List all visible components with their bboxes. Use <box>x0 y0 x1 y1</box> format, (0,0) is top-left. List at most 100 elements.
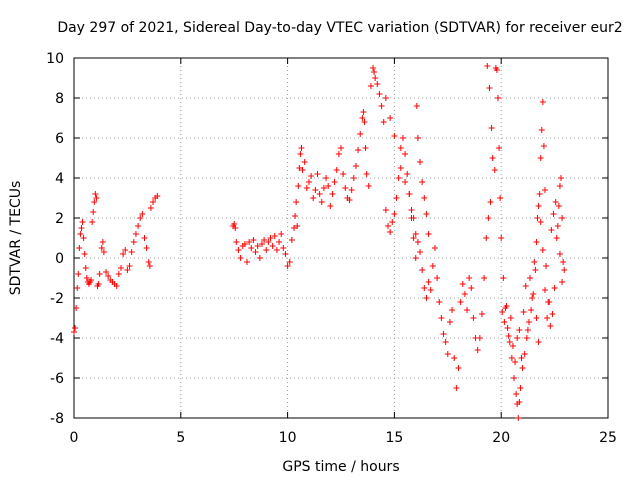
data-point <box>371 69 378 75</box>
data-point <box>425 279 432 285</box>
data-point <box>320 185 327 191</box>
data-point <box>391 211 398 217</box>
data-point <box>327 203 334 209</box>
data-point <box>539 99 546 105</box>
data-point <box>367 83 374 89</box>
data-point <box>78 225 85 231</box>
data-point <box>434 275 441 281</box>
x-tick-label: 15 <box>385 430 403 446</box>
data-point <box>348 187 355 193</box>
data-point <box>254 243 261 249</box>
data-point <box>470 315 477 321</box>
data-point <box>150 199 157 205</box>
data-point <box>485 215 492 221</box>
data-point <box>145 259 152 265</box>
data-point <box>98 245 105 251</box>
data-point <box>423 211 430 217</box>
data-point <box>113 283 120 289</box>
data-point <box>497 195 504 201</box>
data-point <box>537 219 544 225</box>
data-point <box>536 191 543 197</box>
data-point <box>519 365 526 371</box>
data-point <box>256 255 263 261</box>
y-axis-label: SDTVAR / TECUs <box>8 181 24 296</box>
data-point <box>483 235 490 241</box>
data-point <box>88 277 95 283</box>
data-point <box>500 275 507 281</box>
data-point <box>271 233 278 239</box>
data-point <box>248 245 255 251</box>
data-point <box>481 275 488 281</box>
data-point <box>431 245 438 251</box>
data-point <box>387 229 394 235</box>
data-point <box>484 63 491 69</box>
data-point <box>534 215 541 221</box>
data-point <box>73 305 80 311</box>
data-point <box>533 239 540 245</box>
data-point <box>286 259 293 265</box>
data-point <box>231 221 238 227</box>
data-point <box>493 67 500 73</box>
data-point <box>95 281 102 287</box>
data-point <box>552 199 559 205</box>
data-point <box>79 219 86 225</box>
data-point <box>135 223 142 229</box>
data-point <box>535 203 542 209</box>
data-point <box>413 103 420 109</box>
data-point <box>550 211 557 217</box>
data-point <box>468 285 475 291</box>
data-point <box>312 187 319 193</box>
data-point <box>540 143 547 149</box>
data-point <box>389 219 396 225</box>
data-point <box>282 251 289 257</box>
data-point <box>258 241 265 247</box>
data-point <box>417 249 424 255</box>
y-tick-label: -2 <box>50 291 64 307</box>
data-point <box>513 391 520 397</box>
data-point <box>546 299 553 305</box>
y-tick-label: 0 <box>55 251 64 267</box>
data-point <box>296 165 303 171</box>
data-point <box>310 195 317 201</box>
data-point <box>82 265 89 271</box>
data-point <box>147 205 154 211</box>
data-point <box>325 183 332 189</box>
data-point <box>559 215 566 221</box>
data-point <box>535 339 542 345</box>
x-tick-label: 10 <box>279 430 297 446</box>
data-point <box>126 263 133 269</box>
data-point <box>357 131 364 137</box>
data-point <box>556 183 563 189</box>
data-point <box>455 365 462 371</box>
data-point <box>362 145 369 151</box>
data-point <box>451 355 458 361</box>
data-point <box>547 323 554 329</box>
data-point <box>99 239 106 245</box>
data-point <box>449 307 456 313</box>
data-point <box>154 193 161 199</box>
data-point <box>232 225 239 231</box>
data-point <box>96 271 103 277</box>
x-axis-label: GPS time / hours <box>282 459 399 475</box>
data-point <box>115 271 122 277</box>
data-point <box>558 175 565 181</box>
data-point <box>459 281 466 287</box>
data-point <box>402 151 409 157</box>
data-point <box>361 119 368 125</box>
data-point <box>355 147 362 153</box>
data-point <box>397 165 404 171</box>
data-point <box>549 311 556 317</box>
data-point <box>551 285 558 291</box>
x-tick-label: 0 <box>70 430 79 446</box>
data-point <box>478 311 485 317</box>
data-point <box>241 241 248 247</box>
y-tick-label: 2 <box>55 211 64 227</box>
data-point <box>329 191 336 197</box>
data-point <box>541 187 548 193</box>
data-point <box>382 95 389 101</box>
data-point <box>525 319 532 325</box>
data-point <box>291 225 298 231</box>
data-point <box>402 179 409 185</box>
data-point <box>276 239 283 245</box>
